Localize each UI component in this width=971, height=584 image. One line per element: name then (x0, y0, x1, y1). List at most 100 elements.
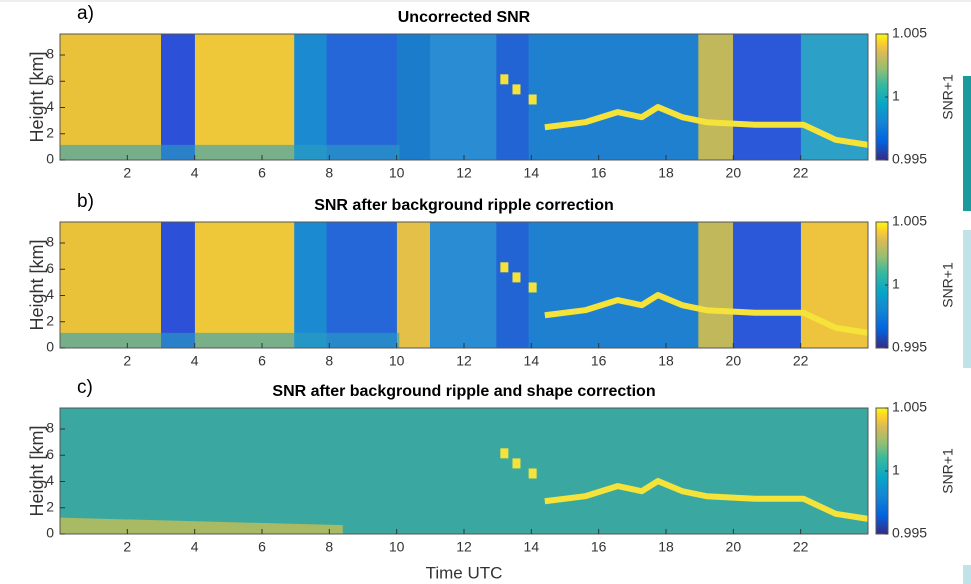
y-tick-label: 8 (46, 420, 54, 436)
cloud-layer (544, 104, 869, 148)
heatmap-band (60, 34, 161, 160)
x-tick-label: 4 (191, 353, 199, 369)
heatmap-band (161, 34, 195, 160)
side-bar (963, 565, 971, 584)
heatmap-band (396, 34, 431, 160)
x-tick-label: 20 (726, 165, 742, 181)
x-tick-label: 2 (123, 353, 131, 369)
y-tick-label: 8 (46, 234, 54, 250)
panel-label: a) (77, 3, 94, 24)
colorbar-tick-label: 0.995 (892, 525, 927, 541)
colorbar-tick-label: 1 (892, 276, 900, 292)
colorbar-tick-label: 0.995 (892, 339, 927, 355)
x-tick-label: 18 (658, 353, 674, 369)
heatmap-band (161, 222, 195, 348)
y-tick-label: 0 (46, 339, 54, 355)
y-tick-label: 8 (46, 46, 54, 62)
x-tick-label: 20 (726, 539, 742, 555)
colorbar-tick-label: 1.005 (892, 399, 927, 415)
y-tick-label: 0 (46, 525, 54, 541)
x-tick-label: 10 (389, 353, 405, 369)
x-tick-label: 14 (524, 539, 540, 555)
colorbar-tick-label: 0.995 (892, 151, 927, 167)
cloud-fragment (512, 458, 521, 469)
cloud-fragment (512, 272, 521, 283)
x-tick-label: 12 (456, 353, 472, 369)
heatmap-band (698, 222, 734, 348)
heatmap-band (194, 222, 295, 348)
x-tick-label: 22 (793, 539, 809, 555)
x-tick-label: 12 (456, 539, 472, 555)
x-tick-label: 18 (658, 165, 674, 181)
y-axis-label: Height [km] (27, 425, 47, 516)
x-tick-label: 10 (389, 165, 405, 181)
y-axis-label: Height [km] (27, 239, 47, 330)
x-tick-label: 4 (191, 539, 199, 555)
cloud-layer (544, 478, 869, 522)
heatmap-band (496, 34, 529, 160)
surface-layer (60, 517, 343, 534)
chart-title: SNR after background ripple correction (314, 197, 614, 214)
x-tick-label: 14 (524, 353, 540, 369)
panel-label: c) (77, 377, 93, 398)
x-tick-label: 6 (258, 539, 266, 555)
colorbar-tick-label: 1.005 (892, 213, 927, 229)
heatmap-band (326, 222, 397, 348)
y-tick-label: 0 (46, 151, 54, 167)
y-tick-label: 6 (46, 260, 54, 276)
surface-layer (60, 144, 400, 160)
heatmap-band (430, 34, 497, 160)
y-tick-label: 2 (46, 124, 54, 140)
y-tick-label: 2 (46, 498, 54, 514)
y-tick-label: 2 (46, 312, 54, 328)
colorbar-label: SNR+1 (940, 74, 956, 120)
heatmap-band (294, 34, 327, 160)
chart-title: SNR after background ripple and shape co… (272, 383, 655, 400)
colorbar-label: SNR+1 (940, 448, 956, 494)
x-tick-label: 12 (456, 165, 472, 181)
x-tick-label: 18 (658, 539, 674, 555)
heatmap-band (294, 222, 327, 348)
cloud-fragment (500, 74, 509, 85)
y-tick-label: 4 (46, 98, 54, 114)
cloud-layer (544, 292, 869, 336)
side-bar (963, 230, 971, 368)
colorbar-label: SNR+1 (940, 262, 956, 308)
x-axis-label: Time UTC (426, 563, 503, 582)
x-tick-label: 8 (325, 165, 333, 181)
cloud-fragment (512, 84, 521, 95)
cloud-fragment (528, 468, 537, 479)
heatmap-band (698, 34, 734, 160)
heatmap-band (396, 222, 431, 348)
y-tick-label: 6 (46, 446, 54, 462)
heatmap-band (496, 222, 529, 348)
panel-label: b) (77, 191, 94, 212)
x-tick-label: 16 (591, 353, 607, 369)
x-tick-label: 16 (591, 539, 607, 555)
heatmap (59, 33, 869, 161)
colorbar-tick-label: 1 (892, 462, 900, 478)
cloud-fragment (500, 262, 509, 273)
x-tick-label: 6 (258, 165, 266, 181)
colorbar-tick-label: 1.005 (892, 25, 927, 41)
surface-layer (60, 332, 400, 348)
cloud-fragment (528, 94, 537, 105)
x-tick-label: 8 (325, 353, 333, 369)
heatmap-band (60, 222, 161, 348)
x-tick-label: 6 (258, 353, 266, 369)
heatmap-band (326, 34, 397, 160)
y-tick-label: 4 (46, 472, 54, 488)
x-tick-label: 10 (389, 539, 405, 555)
cloud-fragment (500, 448, 509, 459)
y-tick-label: 4 (46, 286, 54, 302)
x-tick-label: 16 (591, 165, 607, 181)
x-tick-label: 8 (325, 539, 333, 555)
heatmap-band (733, 34, 801, 160)
x-tick-label: 2 (123, 539, 131, 555)
colorbar-tick-label: 1 (892, 88, 900, 104)
x-tick-label: 4 (191, 165, 199, 181)
heatmap-band (733, 222, 801, 348)
heatmap-band (194, 34, 295, 160)
heatmap-band (430, 222, 497, 348)
